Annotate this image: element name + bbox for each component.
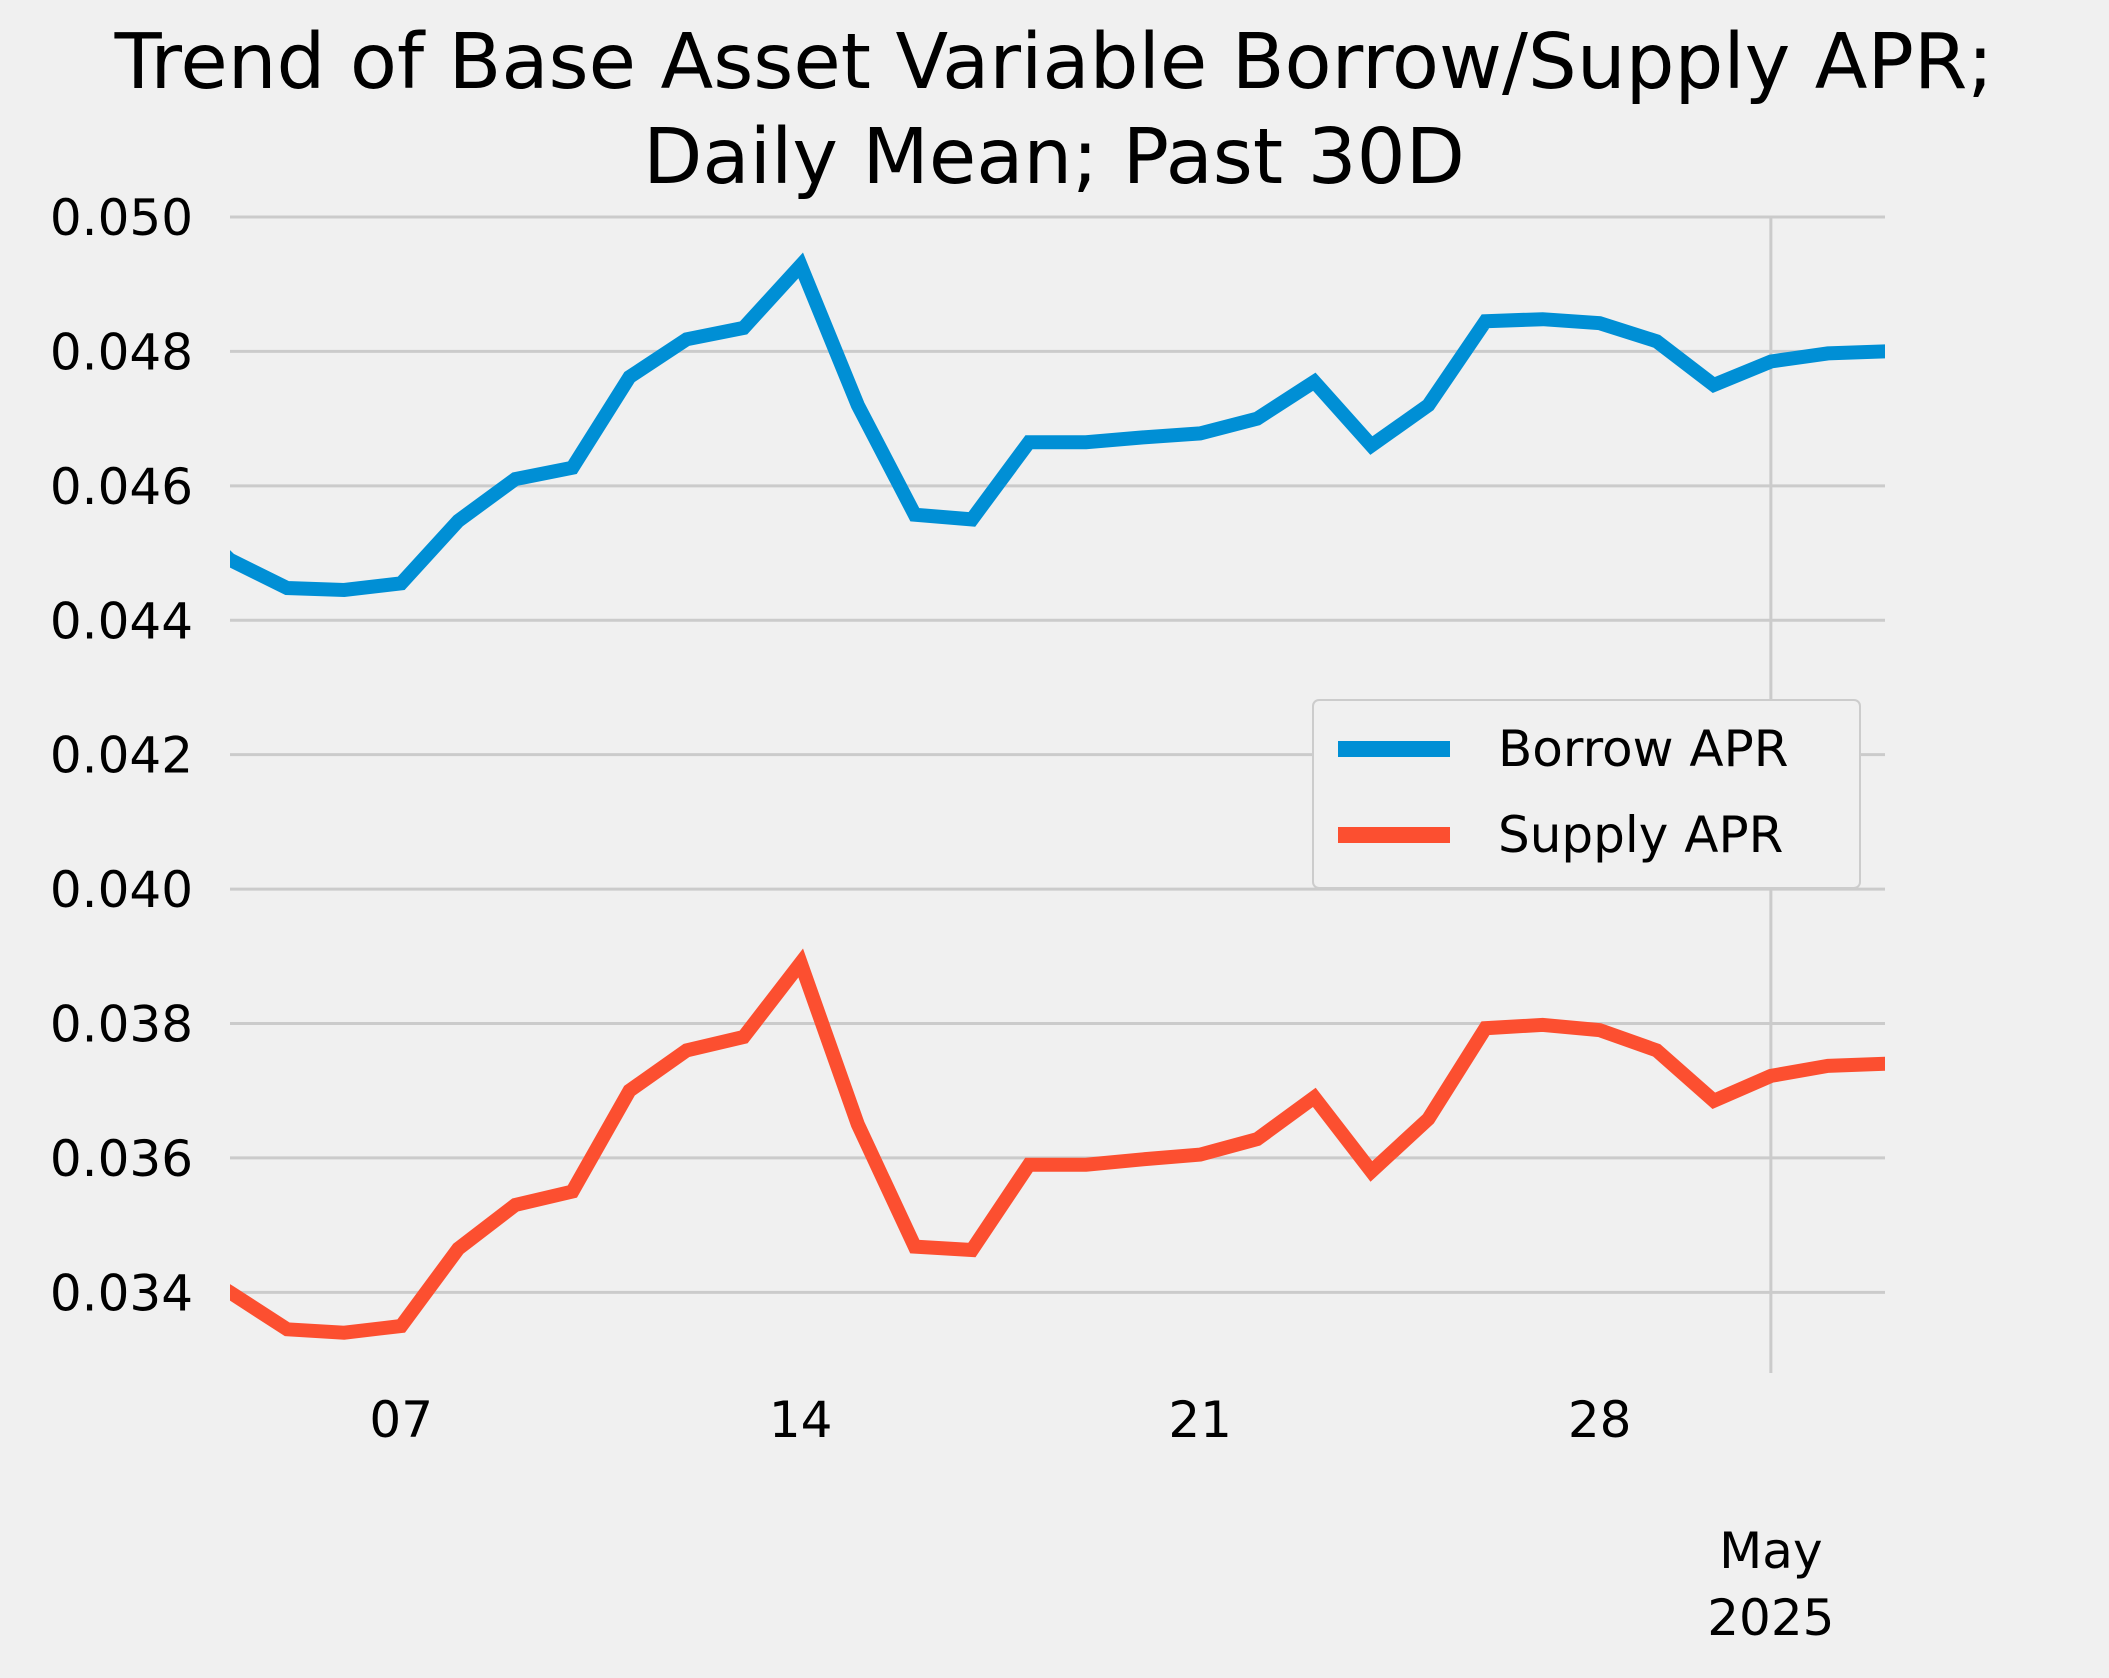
y-tick-label: 0.044 [50, 592, 193, 650]
x-axis-ticks: 07 14 21 28 May 2025 [369, 1391, 1834, 1647]
series-lines [230, 252, 1885, 1340]
x-tick-sublabel: 2025 [1707, 1589, 1834, 1647]
y-tick-label: 0.048 [50, 323, 193, 381]
legend-label-borrow: Borrow APR [1498, 720, 1789, 778]
legend: Borrow APR Supply APR [1312, 699, 1861, 889]
y-tick-label: 0.036 [50, 1130, 193, 1188]
y-tick-label: 0.038 [50, 996, 193, 1054]
y-tick-label: 0.042 [50, 727, 193, 785]
x-tick-label: 28 [1568, 1391, 1632, 1449]
legend-label-supply: Supply APR [1498, 806, 1783, 864]
x-tick-label: 07 [369, 1391, 433, 1449]
chart-title-line-1: Trend of Base Asset Variable Borrow/Supp… [114, 18, 1994, 107]
x-tick-label: May [1719, 1522, 1822, 1580]
y-tick-label: 0.040 [50, 861, 193, 919]
y-tick-label: 0.034 [50, 1264, 193, 1322]
y-axis-ticks: 0.034 0.036 0.038 0.040 0.042 0.044 0.046 0.048… [50, 189, 193, 1322]
borrow-apr-line [230, 252, 1885, 598]
y-tick-label: 0.050 [50, 189, 193, 247]
supply-apr-line [230, 948, 1885, 1340]
chart-title-line-2: Daily Mean; Past 30D [643, 113, 1465, 202]
y-tick-label: 0.046 [50, 458, 193, 516]
x-tick-label: 21 [1168, 1391, 1232, 1449]
x-tick-label: 14 [769, 1391, 833, 1449]
